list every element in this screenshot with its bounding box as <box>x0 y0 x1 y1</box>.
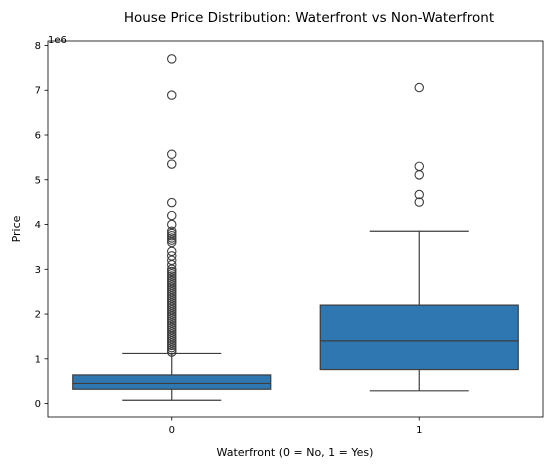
outlier-point <box>167 90 177 100</box>
outlier-point <box>167 327 177 337</box>
outlier-point <box>167 159 177 169</box>
outlier-point <box>167 318 177 328</box>
outlier-point <box>167 316 177 326</box>
plot-frame <box>47 40 544 418</box>
outlier-point <box>167 269 177 279</box>
y-tick-label: 6 <box>35 131 41 142</box>
outlier-point <box>167 237 177 248</box>
outlier-point <box>167 260 177 270</box>
y-tick-label: 1 <box>35 354 41 365</box>
outlier-point <box>167 322 177 333</box>
y-axis-ticks: 0 1 2 3 4 5 6 7 8 <box>35 41 48 410</box>
outlier-point <box>167 331 177 342</box>
x-axis-label: Waterfront (0 = No, 1 = Yes) <box>217 446 374 459</box>
y-axis-offset-text: 1e6 <box>48 35 67 46</box>
y-tick-label: 2 <box>35 310 41 321</box>
outlier-point <box>167 251 177 261</box>
outlier-point <box>414 161 424 172</box>
y-tick-label: 7 <box>35 86 41 97</box>
outlier-point <box>167 298 177 308</box>
outlier-point <box>167 302 177 313</box>
outlier-point <box>167 329 177 339</box>
outlier-point <box>167 309 177 319</box>
outlier-point <box>167 284 177 295</box>
y-tick-label: 5 <box>35 175 41 186</box>
box-group-0 <box>72 54 272 401</box>
outlier-point <box>414 197 424 207</box>
outlier-point <box>167 264 177 275</box>
outlier-point <box>414 82 424 93</box>
outlier-point <box>167 255 177 266</box>
box-group-1 <box>319 82 519 392</box>
x-tick-label: 1 <box>416 425 422 436</box>
outlier-point <box>167 340 177 351</box>
outlier-point <box>167 347 177 357</box>
outlier-point <box>167 336 177 346</box>
outlier-point <box>167 307 177 317</box>
outlier-point <box>167 210 177 221</box>
outlier-point <box>167 300 177 310</box>
outlier-point <box>167 289 177 299</box>
outlier-point <box>167 273 177 283</box>
y-axis-label: Price <box>10 215 23 242</box>
outlier-point <box>167 342 177 353</box>
outlier-point <box>167 54 177 64</box>
outlier-point <box>414 189 424 200</box>
outlier-point <box>167 280 177 290</box>
outlier-point <box>167 324 177 335</box>
y-tick-label: 4 <box>35 220 41 231</box>
outlier-point <box>167 286 177 297</box>
y-tick-label: 3 <box>35 265 41 276</box>
box-iqr <box>319 304 519 371</box>
boxes-layer <box>72 54 519 401</box>
y-tick-label: 8 <box>35 41 41 52</box>
outlier-point <box>167 313 177 324</box>
outlier-point <box>167 295 177 306</box>
x-tick-label: 0 <box>169 425 175 436</box>
outlier-point <box>167 293 177 304</box>
outlier-point <box>167 333 177 344</box>
outlier-point <box>167 246 177 257</box>
outlier-point <box>167 311 177 322</box>
outlier-point <box>167 228 177 239</box>
outlier-point <box>167 226 177 236</box>
box-iqr <box>72 374 272 390</box>
outlier-point <box>167 197 177 208</box>
y-tick-label: 0 <box>35 399 41 410</box>
outlier-point <box>167 219 177 230</box>
outlier-point <box>167 277 177 288</box>
outlier-point <box>167 271 177 281</box>
chart-title: House Price Distribution: Waterfront vs … <box>124 10 494 26</box>
outlier-point <box>167 149 177 159</box>
outlier-point <box>167 291 177 301</box>
outlier-point <box>167 345 177 355</box>
outlier-point <box>167 338 177 348</box>
outlier-point <box>414 170 424 180</box>
outlier-point <box>167 282 177 292</box>
outlier-point <box>167 233 177 243</box>
outlier-point <box>167 320 177 330</box>
outlier-point <box>167 275 177 286</box>
outlier-point <box>167 266 177 277</box>
outlier-point <box>167 304 177 315</box>
outlier-point <box>167 230 177 241</box>
outlier-point <box>167 235 177 245</box>
